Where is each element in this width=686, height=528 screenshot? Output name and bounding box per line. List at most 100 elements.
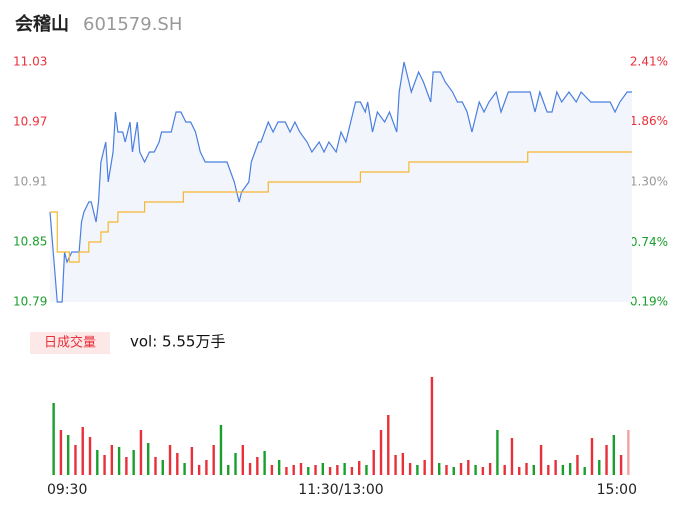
volume-bar <box>510 438 514 475</box>
volume-bar <box>161 460 164 475</box>
volume-bar <box>147 443 150 475</box>
volume-bar <box>605 445 608 475</box>
volume-bar <box>168 445 172 475</box>
volume-bar <box>430 377 434 475</box>
volume-bar <box>299 463 303 475</box>
volume-bar <box>307 467 310 475</box>
volume-bar <box>343 463 346 475</box>
volume-bar <box>438 463 441 475</box>
volume-bar <box>445 465 448 475</box>
stock-code: 601579.SH <box>83 14 182 35</box>
volume-bar <box>277 460 281 475</box>
volume-bar <box>154 457 157 475</box>
y-tick-label: 10.79 <box>13 295 47 309</box>
volume-bar <box>394 455 397 475</box>
y2-tick-label: 0.19% <box>630 295 668 309</box>
volume-bar <box>110 445 114 475</box>
volume-bar <box>518 467 521 475</box>
volume-bar <box>176 453 179 475</box>
volume-bar <box>481 467 485 475</box>
volume-bar <box>125 457 128 475</box>
volume-bar <box>248 463 252 475</box>
volume-bar <box>387 415 390 475</box>
volume-bar <box>459 463 463 475</box>
volume-bar <box>190 447 194 475</box>
volume-bar <box>241 445 244 475</box>
volume-bar <box>503 465 506 475</box>
volume-bar <box>227 465 230 475</box>
volume-bar <box>350 467 354 475</box>
x-tick-label: 11:30/13:00 <box>298 482 383 498</box>
x-tick-label: 15:00 <box>597 482 637 498</box>
volume-bar <box>117 447 121 475</box>
average-line <box>50 151 632 263</box>
volume-bar <box>554 460 557 475</box>
volume-bar <box>547 465 550 475</box>
stock-name: 会稽山 <box>15 13 69 35</box>
volume-bar <box>183 463 186 475</box>
volume-bar <box>263 451 266 475</box>
volume-bar <box>496 430 499 475</box>
volume-bar <box>285 467 288 475</box>
volume-bar <box>328 467 332 475</box>
volume-bar <box>568 463 572 475</box>
y2-tick-label: 0.74% <box>630 235 668 249</box>
volume-bar <box>132 450 135 475</box>
y-tick-label: 11.03 <box>13 55 47 69</box>
volume-bar <box>336 465 339 475</box>
volume-bar <box>583 467 586 475</box>
volume-bar <box>234 453 237 475</box>
y2-tick-label: 1.30% <box>630 175 668 189</box>
y-tick-label: 10.97 <box>13 115 47 129</box>
volume-title: 日成交量 <box>44 335 96 351</box>
volume-bar <box>197 465 201 475</box>
volume-bar <box>576 455 579 475</box>
volume-bar <box>365 465 368 475</box>
volume-bar <box>205 460 208 475</box>
volume-bar <box>467 460 470 475</box>
volume-bar <box>139 430 143 475</box>
legend-box <box>30 332 110 354</box>
volume-bar <box>598 460 601 475</box>
volume-bar <box>66 435 70 475</box>
volume-bar <box>314 465 317 475</box>
volume-bar <box>452 467 455 475</box>
volume-bar <box>372 450 375 475</box>
volume-bar <box>612 435 616 475</box>
volume-bar <box>212 445 215 475</box>
volume-bar <box>256 457 259 475</box>
volume-bar <box>321 463 325 475</box>
volume-bar <box>416 465 419 475</box>
volume-bar <box>539 445 543 475</box>
price-line <box>49 61 632 303</box>
volume-bar <box>357 461 361 475</box>
volume-bar <box>270 465 274 475</box>
volume-bar <box>525 463 528 475</box>
volume-bar <box>74 445 77 475</box>
volume-bar <box>379 430 383 475</box>
x-tick-label: 09:30 <box>47 482 87 498</box>
volume-bar <box>292 465 295 475</box>
volume-bar <box>532 465 535 475</box>
volume-bar <box>619 455 623 475</box>
volume-bar <box>103 455 106 475</box>
volume-bar <box>474 465 477 475</box>
y-tick-label: 10.91 <box>13 175 47 189</box>
y-tick-label: 10.85 <box>13 235 47 249</box>
volume-bar <box>408 463 412 475</box>
volume-bar <box>81 427 84 475</box>
volume-total: vol: 5.55万手 <box>130 333 225 351</box>
volume-bar <box>96 450 99 475</box>
volume-bar <box>423 460 426 475</box>
volume-bar <box>88 437 92 475</box>
volume-bar <box>401 453 405 475</box>
volume-bar <box>561 465 565 475</box>
y2-tick-label: 2.41% <box>630 55 668 69</box>
volume-bar <box>52 403 55 475</box>
y2-tick-label: 1.86% <box>630 114 668 128</box>
volume-bar <box>627 430 630 475</box>
volume-bar <box>59 430 63 475</box>
volume-bar <box>488 463 492 475</box>
volume-bar <box>590 438 594 475</box>
